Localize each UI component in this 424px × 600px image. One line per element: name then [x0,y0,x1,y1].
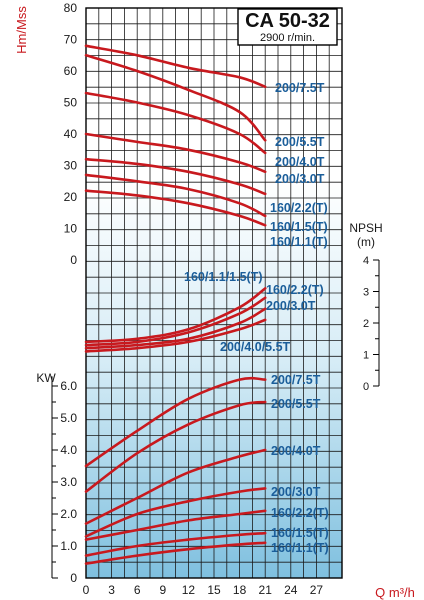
head-curve [84,157,267,196]
head-series-label: 200/3.0T [275,172,325,186]
head-curve [84,44,267,89]
power-tick-label: 1.0 [60,539,77,553]
head-series-label: 200/4.0T [275,155,325,169]
power-tick-label: 6.0 [60,379,77,393]
series-labels: 200/7.5T 200/5.5T 200/4.0T 200/3.0T 160/2.2(… [184,81,329,555]
power-curve [84,487,267,538]
head-tick-label: 0 [70,253,77,267]
title-frame [237,8,338,46]
npsh-axis-title-2: (m) [357,235,375,249]
power-curve [84,376,267,468]
npsh-series-label: 160/1.1/1.5(T) [184,270,263,284]
grid [85,7,343,579]
npsh-tick-label: 1 [363,350,369,362]
npsh-series-label: 200/4.0/5.5T [220,340,291,354]
x-tick-label: 15 [207,583,221,597]
head-curve [84,189,267,227]
x-tick-label: 24 [284,583,298,597]
power-series-label: 160/1.5(T) [271,526,329,540]
power-tick-labels: 6.0 5.0 4.0 3.0 2.0 1.0 0 [60,379,77,585]
npsh-curve [84,296,267,347]
head-tick-labels: 80 70 60 50 40 30 20 10 0 [64,1,78,267]
head-series-label: 200/7.5T [275,81,325,95]
npsh-tick-label: 0 [363,381,369,393]
npsh-curve [84,318,267,353]
head-tick-label: 20 [64,190,78,204]
plot-frame [85,7,343,579]
head-axis-title: Hm/Mss [14,6,29,54]
chart-subtitle: 2900 r/min. [260,32,315,44]
npsh-tick-label: 2 [363,318,369,330]
chart-title: CA 50-32 [245,10,330,32]
power-series-label: 160/2.2(T) [271,506,329,520]
npsh-axis: 4 3 2 1 0 [363,255,380,393]
power-tick-label: 2.0 [60,507,77,521]
head-series-label: 160/2.2(T) [270,201,328,215]
x-tick-label: 9 [159,583,166,597]
x-tick-label: 0 [83,583,90,597]
power-series-label: 200/7.5T [271,373,321,387]
npsh-tick-label: 4 [363,255,369,267]
npsh-axis-title-1: NPSH [349,221,382,235]
x-tick-label: 18 [233,583,247,597]
power-tick-label: 3.0 [60,475,77,489]
x-tick-label: 27 [310,583,324,597]
npsh-curve [84,287,267,344]
head-curve [84,54,267,142]
power-series-label: 160/1.1(T) [271,541,329,555]
series-layer [84,44,267,565]
head-series-label: 160/1.1(T) [270,235,328,249]
head-tick-label: 80 [64,1,78,15]
npsh-tick-label: 3 [363,287,369,299]
head-curve [84,132,267,174]
title-box: CA 50-32 2900 r/min. [237,8,338,46]
power-curve [84,400,267,493]
head-tick-label: 30 [64,159,78,173]
head-curve [84,91,267,155]
power-axis-title: KW [36,371,56,385]
power-series-label: 200/3.0T [271,485,321,499]
power-series-label: 200/5.5T [271,397,321,411]
x-tick-labels: 0 3 6 9 12 15 18 21 24 27 [83,583,324,597]
power-curve [84,448,267,525]
head-tick-label: 70 [64,33,78,47]
npsh-series-label: 200/3.0T [266,299,316,313]
x-tick-label: 21 [259,583,273,597]
head-series-label: 160/1.5(T) [270,220,328,234]
head-tick-label: 40 [64,127,78,141]
power-tick-label: 5.0 [60,411,77,425]
x-tick-label: 12 [182,583,196,597]
power-curve [84,509,267,541]
head-curve [84,173,267,218]
power-curve [84,531,267,557]
head-tick-label: 60 [64,64,78,78]
power-tick-label: 4.0 [60,443,77,457]
x-axis-title: Q m³/h [375,585,415,600]
x-tick-label: 3 [108,583,115,597]
power-curve [84,541,267,565]
power-tick-label: 0 [70,571,77,585]
power-series-label: 200/4.0T [271,444,321,458]
power-axis-bracket [51,376,58,579]
npsh-curve [84,307,267,350]
head-tick-label: 50 [64,96,78,110]
head-tick-label: 10 [64,222,78,236]
head-series-label: 200/5.5T [275,135,325,149]
npsh-series-label: 160/2.2(T) [266,283,324,297]
x-tick-label: 6 [134,583,141,597]
